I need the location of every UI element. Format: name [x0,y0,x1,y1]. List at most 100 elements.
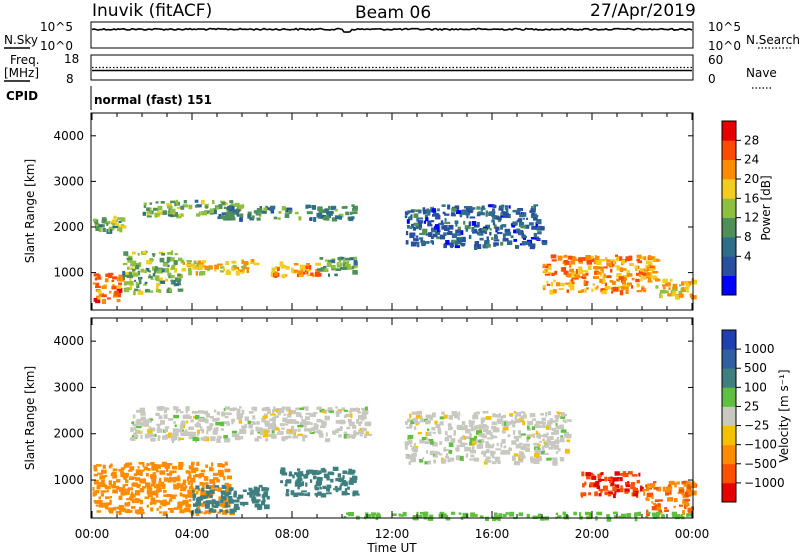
power-cell [581,289,584,293]
velocity-cell [512,424,516,428]
power-cell [419,232,426,236]
velocity-cell [240,429,247,434]
velocity-cell [335,420,341,424]
power-cell [561,267,567,272]
power-cell [242,268,245,273]
velocity-cell [99,475,105,480]
velocity-cell [613,515,617,518]
velocity-cell [552,460,558,466]
velocity-cell [185,503,192,508]
power-cell [192,265,199,270]
velocity-cell [271,430,275,434]
power-cell [284,213,290,218]
power-cell [516,219,520,222]
velocity-cell [316,476,320,482]
velocity-cell [408,439,413,444]
velocity-cell [190,477,196,482]
velocity-cell [491,426,497,430]
velocity-cell [151,491,157,496]
velocity-cell [127,487,134,491]
power-cell [516,245,520,248]
power-cell [432,233,438,238]
velocity-cell [626,513,632,518]
velocity-cell [261,428,267,432]
power-cell [405,240,409,245]
velocity-cell [209,508,214,513]
velocity-cell [112,468,118,472]
power-cell [339,262,343,266]
power-cell [207,267,210,272]
velocity-cell [173,477,177,481]
power-cell [492,216,498,220]
velocity-cell [508,447,511,451]
velocity-cell [543,441,548,444]
velocity-cell [133,434,139,438]
velocity-cell [348,421,355,427]
velocity-cell [557,412,562,415]
power-cell [194,205,198,208]
power-cell [612,286,618,292]
power-cell [458,237,463,242]
power-cell [199,264,204,270]
velocity-cell [445,455,450,459]
power-cell [493,239,500,242]
velocity-cell [456,455,461,459]
power-cell [138,277,142,282]
velocity-cell [335,478,341,482]
velocity-cell [658,499,663,502]
power-cell [411,223,415,228]
velocity-cell [505,512,509,515]
power-cell [174,283,179,287]
velocity-cell [542,438,545,442]
velocity-cell [533,442,540,446]
power-cell [138,280,142,285]
power-cell [441,225,445,230]
velocity-cell [459,437,464,440]
velocity-cell [201,430,205,434]
velocity-cell [333,488,339,491]
power-cell [121,225,127,229]
velocity-cell [163,477,169,482]
power-cell [522,235,527,238]
velocity-cell [92,486,95,492]
power-cell [166,203,172,206]
power-colorbar-frame [721,120,737,296]
velocity-cell [175,409,179,414]
velocity-cell [602,485,608,491]
power-cell [671,294,676,297]
power-cell [405,231,409,236]
velocity-cell [563,515,570,520]
power-cell [114,290,119,296]
velocity-cell [195,502,202,506]
velocity-cell [147,433,154,438]
power-cell [122,271,126,276]
velocity-cell [500,415,505,419]
velocity-cell [213,505,219,508]
power-cell [149,290,154,293]
power-cell [508,213,511,219]
velocity-cell [312,475,317,480]
velocity-cell [668,484,671,488]
velocity-cell [337,473,342,478]
velocity-cell [100,493,104,497]
power-cell [522,212,527,217]
power-cell [652,271,659,274]
power-cell [129,280,134,286]
velocity-cell [167,418,174,421]
velocity-cell [537,450,541,455]
power-cell [352,265,358,269]
velocity-cell [482,428,489,432]
velocity-cell [120,467,125,471]
velocity-cell [671,511,677,516]
velocity-cell [649,487,652,490]
power-cell [337,257,342,261]
velocity-cell [639,486,644,492]
velocity-cell [405,454,409,459]
velocity-cell [187,493,193,498]
power-cell [596,255,600,261]
velocity-cell [198,410,204,414]
velocity-cell [339,477,345,480]
velocity-cell [205,500,212,505]
